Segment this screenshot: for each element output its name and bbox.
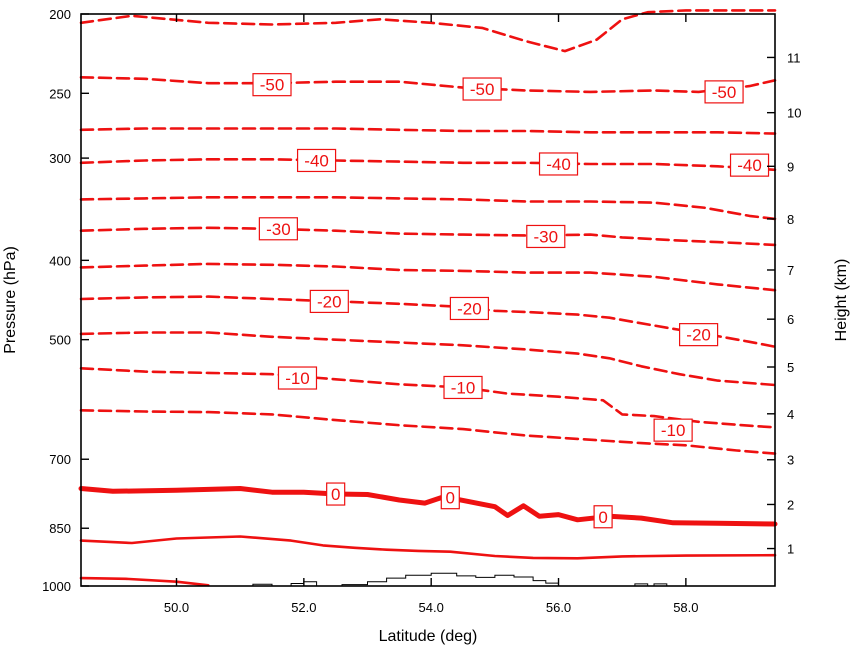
contour-label: -30 <box>526 224 566 249</box>
contour-label-text: -10 <box>451 378 476 397</box>
y-tick-label: 500 <box>49 333 71 348</box>
contour-lines <box>78 9 778 587</box>
contour-label-box <box>653 418 693 442</box>
contour-label: -20 <box>309 289 349 314</box>
contour-line--15 <box>79 331 777 387</box>
x-tick-label: 54.0 <box>419 600 444 615</box>
y2-tick-label: 1 <box>787 542 794 557</box>
contour-label-box <box>309 289 349 314</box>
contour-label-text: 0 <box>446 489 455 508</box>
contour-label-text: -10 <box>661 421 686 440</box>
contour-label-text: 0 <box>598 508 607 527</box>
contour-label-text: -50 <box>470 80 495 99</box>
contour-label: -20 <box>449 296 489 321</box>
contour-label-box <box>462 77 502 101</box>
contour-label-box <box>593 505 613 529</box>
x-axis-title: Latitude (deg) <box>379 628 478 645</box>
x-tick-label: 56.0 <box>546 600 571 615</box>
y2-tick-label: 5 <box>787 360 794 375</box>
contour-label-box <box>678 323 719 347</box>
contour-label-box <box>277 366 318 390</box>
contour-label-box <box>440 486 460 510</box>
contour-label-text: -20 <box>686 326 711 345</box>
y2-axis-title: Height (km) <box>833 259 850 342</box>
y2-tick-label: 11 <box>787 50 801 65</box>
y-tick-label: 200 <box>49 7 71 22</box>
y2-tick-label: 9 <box>787 159 794 174</box>
contour-label-text: -20 <box>317 292 342 311</box>
x-axis: 50.0 52.0 54.0 56.0 58.0 <box>164 14 699 615</box>
contour-label: -10 <box>443 375 483 400</box>
y-tick-label: 700 <box>49 452 71 467</box>
contour-label: -50 <box>462 77 502 101</box>
contour-line--25 <box>79 262 777 292</box>
contour-label-text: -30 <box>266 220 291 239</box>
contour-label-text: -50 <box>712 83 737 102</box>
plot-frame <box>80 13 776 587</box>
contour-label-box <box>449 296 489 321</box>
contour-line-10 <box>79 576 210 587</box>
y2-tick-label: 3 <box>787 453 794 468</box>
contour-label-text: -40 <box>737 156 762 175</box>
contour-label-box <box>296 148 337 173</box>
y-axis-right: 1 2 3 4 5 6 7 8 9 10 11 <box>767 50 801 557</box>
y-tick-label: 250 <box>49 86 71 101</box>
contour-label: -30 <box>258 217 298 241</box>
contour-line-0 <box>78 486 778 527</box>
contour-line--10 <box>79 367 777 429</box>
y-tick-label: 850 <box>49 521 71 536</box>
contour-label: -10 <box>277 366 318 390</box>
x-tick-label: 50.0 <box>164 600 189 615</box>
contour-line--30 <box>79 226 777 247</box>
contour-label-box <box>326 482 346 506</box>
x-tick-label: 52.0 <box>291 600 316 615</box>
y2-tick-label: 2 <box>787 497 794 512</box>
y2-tick-label: 10 <box>787 106 801 121</box>
contour-label-box <box>729 153 770 177</box>
contour-line-5 <box>79 535 777 560</box>
contour-label-box <box>704 80 744 104</box>
contour-label: 0 <box>593 505 613 529</box>
y-tick-label: 400 <box>49 253 71 268</box>
contour-label-text: -20 <box>457 299 482 318</box>
y-axis-left: 200 250 300 400 500 700 850 1000 <box>42 7 89 594</box>
contour-label: -40 <box>296 148 337 173</box>
contour-label-box <box>252 73 292 97</box>
contour-label-box <box>258 217 298 241</box>
contour-line--40 <box>79 158 777 172</box>
contour-label-text: -40 <box>304 151 329 170</box>
contour-label-box <box>526 224 566 249</box>
contour-label-box <box>443 375 483 400</box>
y2-tick-label: 7 <box>787 263 794 278</box>
y-tick-label: 300 <box>49 151 71 166</box>
contour-label: -20 <box>678 323 719 347</box>
y2-tick-label: 4 <box>787 407 794 422</box>
y2-tick-label: 8 <box>787 212 794 227</box>
contour-label: -10 <box>653 418 693 442</box>
contour-line--5 <box>79 409 777 455</box>
contour-line--35 <box>79 196 777 221</box>
contour-labels: -50 -50 -50 -40 -40 -40 -30 -30 -20 -20 -20 -10 -10 -… <box>252 73 770 529</box>
contour-label: -40 <box>729 153 770 177</box>
y-axis-title: Pressure (hPa) <box>2 246 19 354</box>
contour-line--45 <box>79 127 777 135</box>
contour-label-box <box>538 152 579 176</box>
contour-label-text: -30 <box>533 227 558 246</box>
contour-label-text: -10 <box>285 369 310 388</box>
x-tick-label: 58.0 <box>673 600 698 615</box>
contour-label-text: 0 <box>331 485 340 504</box>
contour-label-text: -40 <box>546 155 571 174</box>
contour-label: -50 <box>704 80 744 104</box>
contour-label: -40 <box>538 152 579 176</box>
y-tick-label: 1000 <box>42 579 71 594</box>
y2-tick-label: 6 <box>787 312 794 327</box>
contour-label: 0 <box>326 482 346 506</box>
contour-label-text: -50 <box>260 76 285 95</box>
contour-label: 0 <box>440 486 460 510</box>
contour-label: -50 <box>252 73 292 97</box>
contour-line--55 <box>79 9 777 53</box>
